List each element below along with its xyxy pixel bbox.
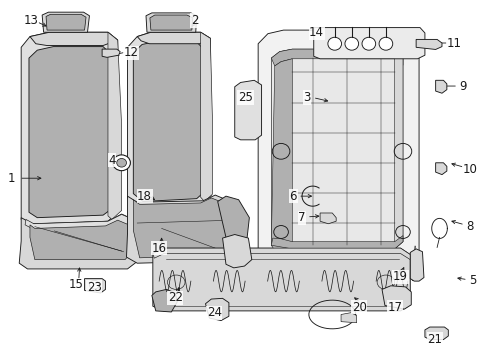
Polygon shape	[84, 279, 105, 293]
Polygon shape	[217, 196, 249, 244]
Text: 11: 11	[446, 37, 461, 50]
Polygon shape	[30, 220, 132, 260]
Polygon shape	[394, 49, 402, 249]
Polygon shape	[205, 298, 228, 320]
Text: 21: 21	[427, 333, 441, 346]
Text: 16: 16	[151, 242, 166, 255]
Polygon shape	[409, 249, 423, 281]
Text: 3: 3	[303, 91, 310, 104]
Polygon shape	[313, 28, 424, 59]
Text: 18: 18	[137, 190, 152, 203]
Ellipse shape	[327, 37, 341, 50]
Polygon shape	[271, 49, 402, 252]
Text: 7: 7	[298, 211, 305, 224]
Polygon shape	[271, 235, 402, 249]
Polygon shape	[127, 32, 211, 206]
Ellipse shape	[117, 158, 126, 167]
Polygon shape	[25, 215, 137, 232]
Polygon shape	[152, 289, 177, 312]
Text: 23: 23	[87, 281, 102, 294]
Polygon shape	[381, 286, 410, 309]
Polygon shape	[146, 13, 196, 32]
Text: 22: 22	[167, 291, 183, 304]
Ellipse shape	[89, 280, 99, 289]
Text: 12: 12	[123, 46, 139, 59]
Text: 1: 1	[8, 172, 15, 185]
Polygon shape	[435, 163, 446, 175]
Polygon shape	[258, 30, 418, 269]
Text: 14: 14	[308, 27, 324, 40]
Polygon shape	[271, 59, 292, 252]
Polygon shape	[102, 49, 120, 57]
Polygon shape	[153, 248, 409, 260]
Ellipse shape	[344, 37, 358, 50]
Polygon shape	[153, 248, 409, 311]
Polygon shape	[424, 327, 447, 339]
Polygon shape	[234, 80, 261, 140]
Text: 19: 19	[392, 270, 407, 283]
Text: 15: 15	[69, 278, 83, 291]
Polygon shape	[137, 32, 210, 44]
Polygon shape	[222, 234, 251, 268]
Polygon shape	[415, 40, 441, 49]
Ellipse shape	[378, 37, 392, 50]
Polygon shape	[21, 32, 118, 225]
Polygon shape	[133, 42, 205, 202]
Polygon shape	[320, 213, 335, 224]
Text: 24: 24	[206, 306, 222, 319]
Text: 6: 6	[289, 190, 296, 203]
Text: 25: 25	[238, 91, 252, 104]
Ellipse shape	[113, 155, 130, 171]
Text: 17: 17	[386, 301, 401, 314]
Text: 9: 9	[458, 80, 466, 93]
Polygon shape	[340, 313, 356, 323]
Text: 2: 2	[191, 14, 198, 27]
Text: 10: 10	[461, 163, 476, 176]
Polygon shape	[200, 32, 212, 202]
Text: 20: 20	[351, 301, 366, 314]
Polygon shape	[126, 195, 240, 263]
Polygon shape	[19, 214, 142, 269]
Text: 4: 4	[108, 154, 115, 167]
Polygon shape	[108, 32, 122, 220]
Polygon shape	[46, 14, 86, 30]
Text: 8: 8	[465, 220, 472, 233]
Polygon shape	[30, 32, 118, 45]
Text: 5: 5	[468, 274, 475, 287]
Polygon shape	[42, 12, 89, 32]
Text: 13: 13	[23, 14, 38, 27]
Polygon shape	[435, 80, 446, 93]
Polygon shape	[133, 198, 230, 258]
Polygon shape	[150, 15, 192, 30]
Polygon shape	[29, 46, 112, 218]
Ellipse shape	[361, 37, 375, 50]
Polygon shape	[271, 49, 402, 66]
